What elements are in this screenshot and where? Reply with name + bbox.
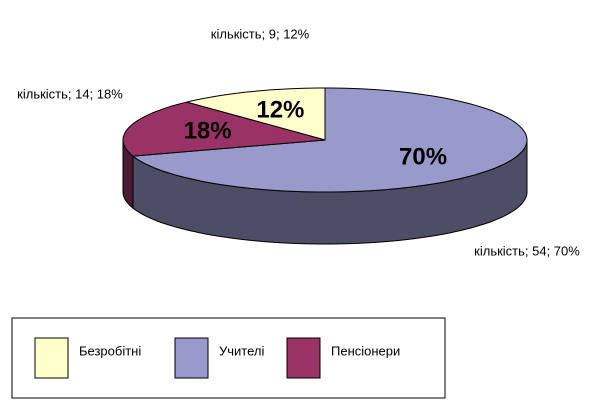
slice xyxy=(122,101,326,157)
legend-swatch xyxy=(286,337,321,379)
value-label: 18% xyxy=(184,118,232,145)
legend-label: Учителі xyxy=(219,343,264,358)
legend-swatch xyxy=(34,337,69,379)
legend-box xyxy=(11,317,446,399)
value-label: 70% xyxy=(399,144,447,171)
data-label: кількість; 9; 12% xyxy=(211,26,310,41)
legend-label: Безробітні xyxy=(79,343,141,358)
legend-label: Пенсіонери xyxy=(331,343,400,358)
slice xyxy=(131,87,528,193)
value-label: 12% xyxy=(256,96,304,123)
data-label: кількість; 54; 70% xyxy=(474,243,580,258)
pie-tops xyxy=(122,87,528,193)
data-label: кількість; 14; 18% xyxy=(17,86,123,101)
legend-swatch xyxy=(174,337,209,379)
slice xyxy=(186,87,326,141)
